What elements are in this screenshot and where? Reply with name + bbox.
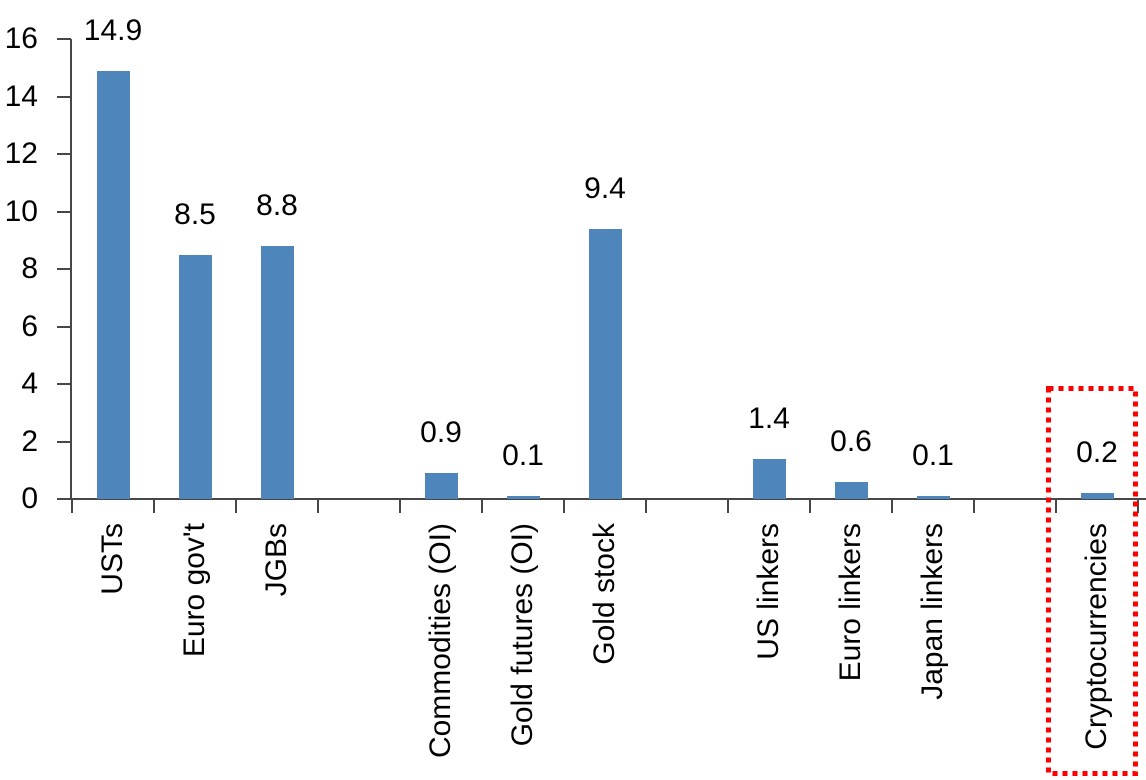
bar-euro-gov-t xyxy=(178,255,212,499)
y-tick-mark xyxy=(57,268,71,270)
value-label-commodities-oi: 0.9 xyxy=(420,416,462,449)
x-tick-mark xyxy=(1055,500,1057,513)
y-tick-label: 0 xyxy=(21,482,38,515)
bar-us-linkers xyxy=(752,459,786,499)
value-label-euro-linkers: 0.6 xyxy=(830,425,872,458)
value-label-cryptocurrencies: 0.2 xyxy=(1076,436,1118,469)
highlight-box xyxy=(1046,386,1138,776)
x-tick-mark xyxy=(645,500,647,513)
value-label-gold-stock: 9.4 xyxy=(584,172,626,205)
bar-usts xyxy=(96,71,130,499)
y-tick-label: 14 xyxy=(4,80,38,113)
y-tick-mark xyxy=(57,498,71,500)
x-tick-mark xyxy=(399,500,401,513)
y-tick-label: 2 xyxy=(21,425,38,458)
category-label-us-linkers: US linkers xyxy=(752,523,785,660)
y-tick-label: 6 xyxy=(21,310,38,343)
y-tick-label: 12 xyxy=(4,137,38,170)
x-tick-mark xyxy=(809,500,811,513)
x-tick-mark xyxy=(481,500,483,513)
y-tick-mark xyxy=(57,326,71,328)
y-tick-mark xyxy=(57,96,71,98)
bar-jgbs xyxy=(260,246,294,499)
x-tick-mark xyxy=(71,500,73,513)
value-label-euro-gov-t: 8.5 xyxy=(174,198,216,231)
x-tick-mark xyxy=(891,500,893,513)
y-axis-line xyxy=(70,39,72,500)
y-tick-mark xyxy=(57,38,71,40)
y-tick-mark xyxy=(57,153,71,155)
bar-cryptocurrencies xyxy=(1080,493,1114,499)
x-tick-mark xyxy=(563,500,565,513)
x-tick-mark xyxy=(973,500,975,513)
x-tick-mark xyxy=(1137,500,1139,513)
category-label-euro-linkers: Euro linkers xyxy=(834,523,867,682)
y-tick-label: 4 xyxy=(21,367,38,400)
y-tick-label: 16 xyxy=(4,22,38,55)
x-tick-mark xyxy=(235,500,237,513)
category-label-commodities-oi: Commodities (OI) xyxy=(424,523,457,759)
y-tick-mark xyxy=(57,383,71,385)
value-label-japan-linkers: 0.1 xyxy=(912,439,954,472)
bar-gold-stock xyxy=(588,229,622,499)
value-label-us-linkers: 1.4 xyxy=(748,402,790,435)
y-tick-label: 8 xyxy=(21,252,38,285)
bar-euro-linkers xyxy=(834,482,868,499)
x-axis-line xyxy=(70,498,1146,500)
bar-gold-futures-oi xyxy=(506,496,540,499)
category-label-jgbs: JGBs xyxy=(260,523,293,597)
y-tick-mark xyxy=(57,441,71,443)
category-label-gold-stock: Gold stock xyxy=(588,523,621,665)
category-label-gold-futures-oi: Gold futures (OI) xyxy=(506,523,539,747)
bar-commodities-oi xyxy=(424,473,458,499)
x-tick-mark xyxy=(727,500,729,513)
value-label-gold-futures-oi: 0.1 xyxy=(502,439,544,472)
x-tick-mark xyxy=(317,500,319,513)
category-label-japan-linkers: Japan linkers xyxy=(916,523,949,700)
bar-japan-linkers xyxy=(916,496,950,499)
category-label-usts: USTs xyxy=(96,523,129,595)
category-label-euro-gov-t: Euro gov't xyxy=(178,523,211,658)
y-tick-mark xyxy=(57,211,71,213)
value-label-jgbs: 8.8 xyxy=(256,189,298,222)
value-label-usts: 14.9 xyxy=(83,14,143,47)
y-tick-label: 10 xyxy=(4,195,38,228)
x-tick-mark xyxy=(153,500,155,513)
